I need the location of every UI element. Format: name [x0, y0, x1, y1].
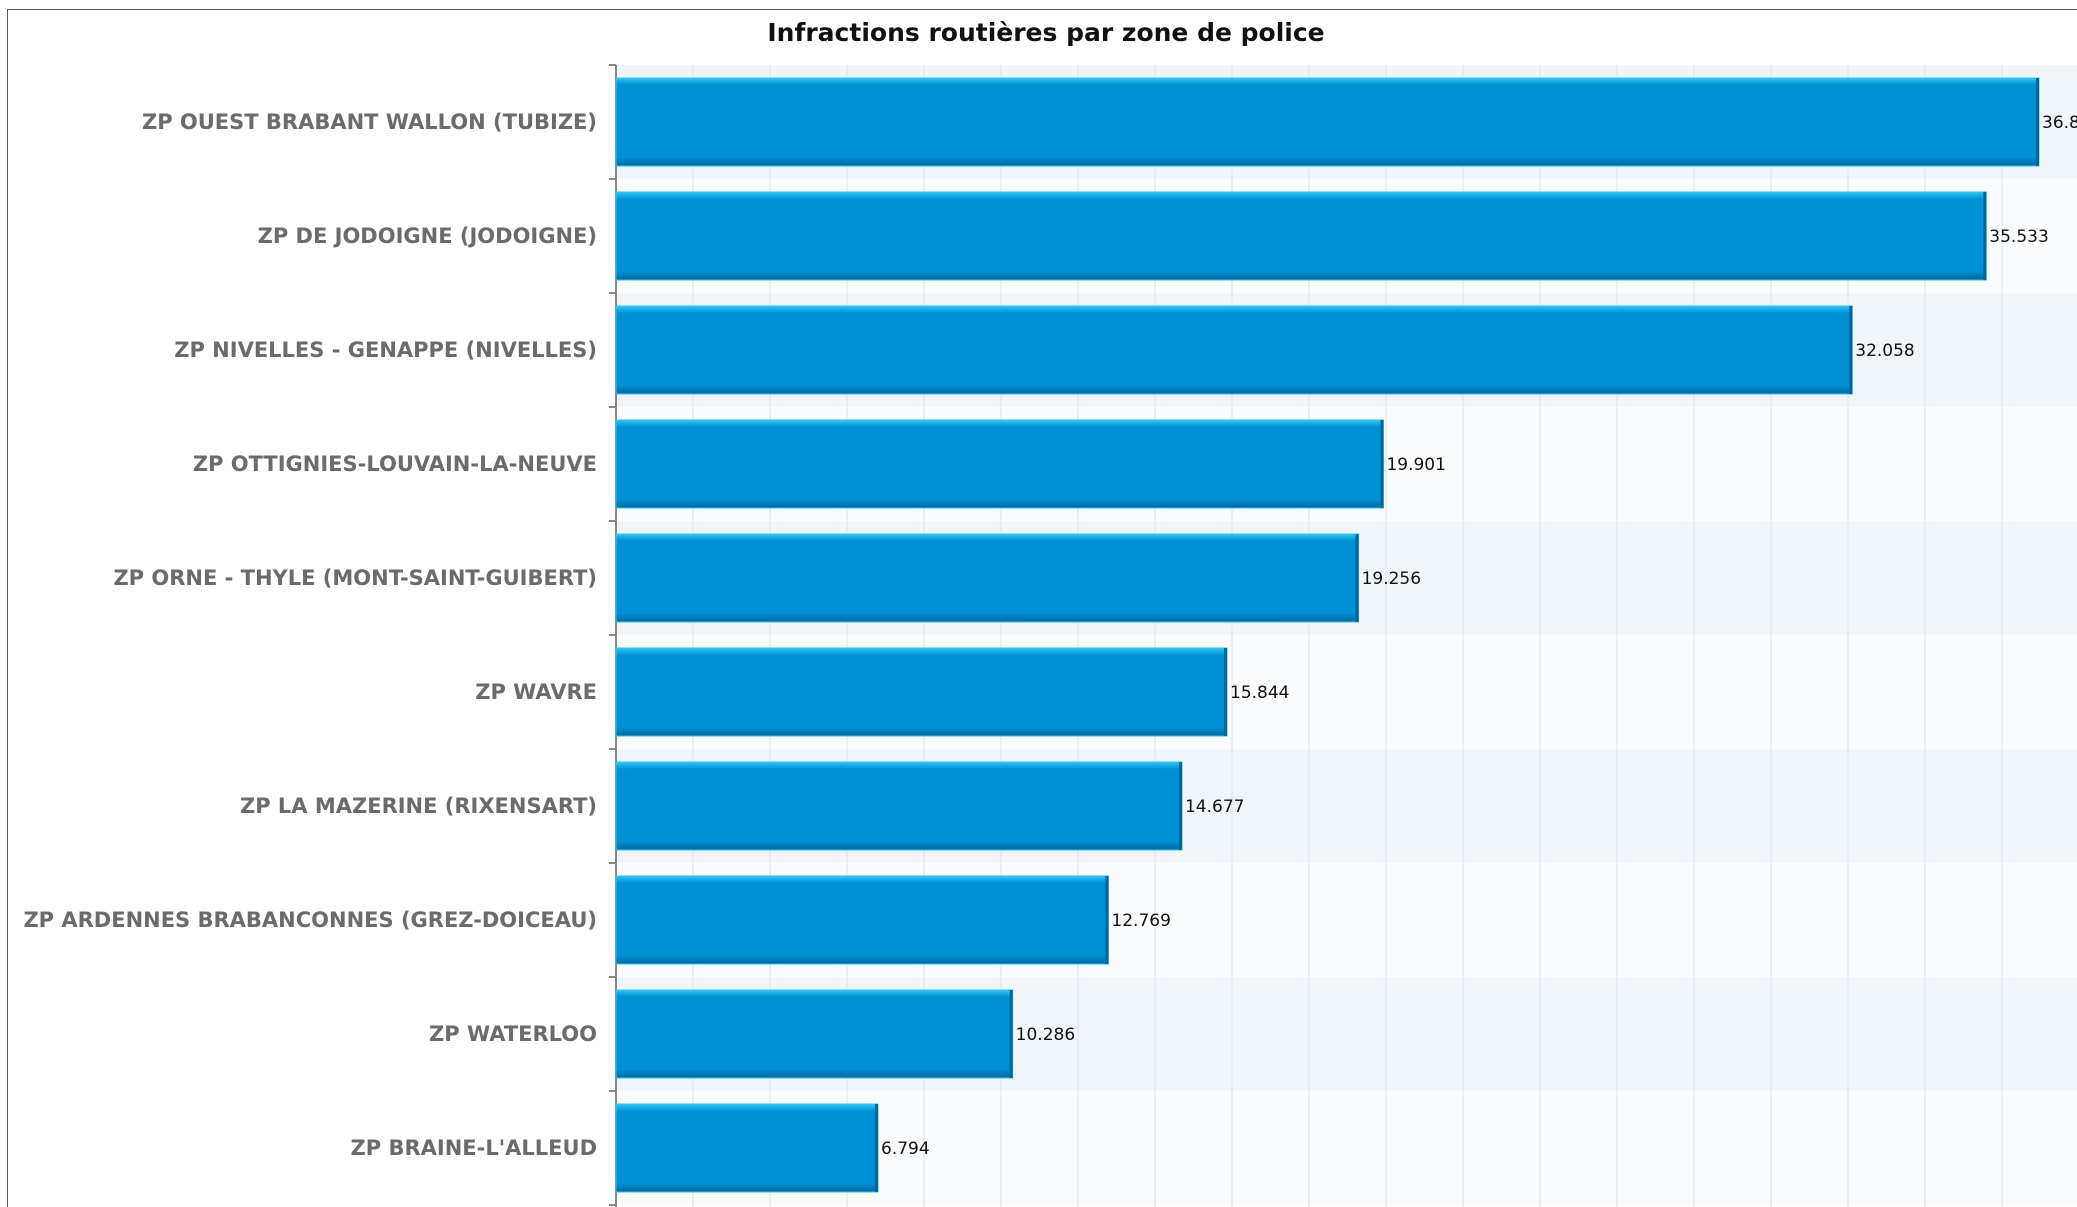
value-label: 19.901	[1386, 455, 1445, 475]
category-label: ZP LA MAZERINE (RIXENSART)	[240, 794, 597, 818]
category-label: ZP BRAINE-L'ALLEUD	[351, 1136, 597, 1160]
category-label: ZP ARDENNES BRABANCONNES (GREZ-DOICEAU)	[23, 908, 597, 932]
bar-edge	[1983, 192, 1987, 280]
bar	[615, 419, 1384, 509]
bar-edge	[1849, 306, 1853, 394]
value-label: 6.794	[881, 1139, 930, 1159]
bar-edge	[1355, 534, 1359, 622]
value-label: 36.8	[2042, 113, 2077, 133]
value-label: 10.286	[1016, 1025, 1075, 1045]
category-label: ZP ORNE - THYLE (MONT-SAINT-GUIBERT)	[113, 566, 597, 590]
bar-edge	[1380, 420, 1384, 508]
category-labels: ZP OUEST BRABANT WALLON (TUBIZE) ZP DE JO…	[23, 110, 597, 1160]
bar-edge	[1178, 762, 1182, 850]
bar	[615, 761, 1183, 851]
category-label: ZP OUEST BRABANT WALLON (TUBIZE)	[142, 110, 597, 134]
bar	[615, 647, 1228, 737]
value-label: 12.769	[1111, 911, 1170, 931]
value-label: 14.677	[1185, 797, 1244, 817]
category-label: ZP NIVELLES - GENAPPE (NIVELLES)	[174, 338, 597, 362]
bars	[615, 77, 2040, 1193]
category-label: ZP OTTIGNIES-LOUVAIN-LA-NEUVE	[193, 452, 597, 476]
category-axis	[609, 64, 617, 1207]
bar-edge	[1224, 648, 1228, 736]
bar-edge	[875, 1104, 879, 1192]
value-label: 19.256	[1362, 569, 1421, 589]
bar	[615, 989, 1014, 1079]
bar	[615, 305, 1853, 395]
bar-edge	[1009, 990, 1013, 1078]
category-label: ZP DE JODOIGNE (JODOIGNE)	[258, 224, 597, 248]
bar	[615, 533, 1360, 623]
bar	[615, 77, 2040, 167]
bar-edge	[2036, 78, 2039, 166]
value-labels: 36.8 35.533 32.058 19.901 19.256 15.844 14.677…	[881, 113, 2077, 1159]
bar	[615, 191, 1987, 281]
chart-title: Infractions routières par zone de police	[767, 18, 1324, 47]
bar	[615, 875, 1109, 965]
bar	[615, 1103, 879, 1193]
value-label: 35.533	[1989, 227, 2048, 247]
category-label: ZP WATERLOO	[429, 1022, 597, 1046]
bar-edge	[1105, 876, 1109, 964]
category-label: ZP WAVRE	[475, 680, 597, 704]
value-label: 32.058	[1855, 341, 1914, 361]
value-label: 15.844	[1230, 683, 1289, 703]
